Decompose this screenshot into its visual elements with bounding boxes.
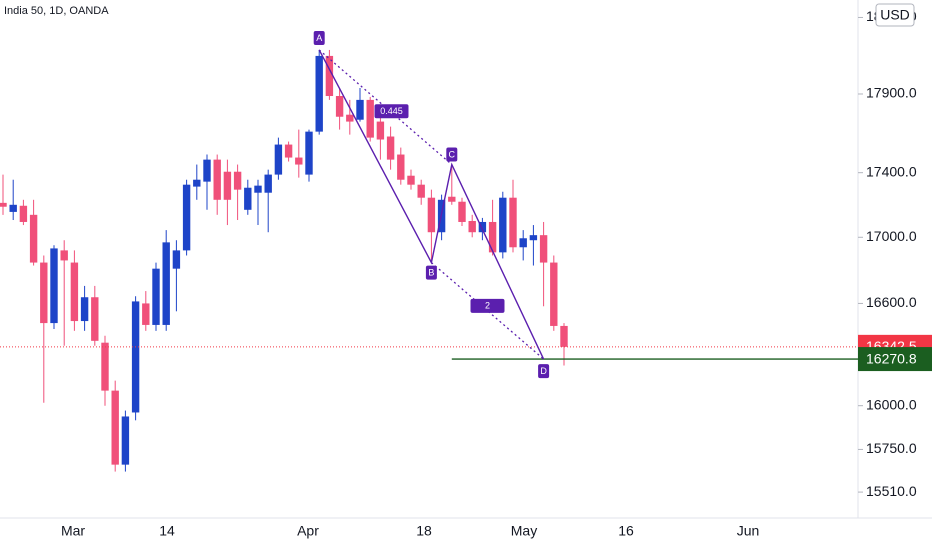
pattern-point-box (446, 147, 458, 162)
candle-body (101, 342, 109, 391)
pattern-ratio: 0.445 (380, 106, 403, 116)
candle-body (244, 187, 252, 210)
candle-body (40, 262, 48, 324)
candle-body (325, 55, 334, 97)
y-tick-label: 17400.0 (866, 163, 917, 179)
candle-body (346, 114, 354, 122)
candle-body (550, 262, 558, 326)
pattern-point: A (316, 33, 322, 43)
candle-body (111, 390, 119, 465)
candle-body (162, 242, 170, 325)
candle-body (233, 171, 242, 190)
x-tick-label: Apr (297, 523, 319, 539)
candle-body (50, 248, 58, 324)
pattern-point: D (540, 366, 547, 376)
price-label: 16270.8 (866, 350, 917, 366)
candle-body (519, 238, 527, 248)
price-label-box (858, 347, 932, 372)
candle-body (499, 197, 507, 253)
candle-body (9, 204, 17, 212)
candle-body (182, 184, 191, 251)
pattern-ratio-box (470, 298, 505, 313)
x-tick-label: May (511, 523, 537, 539)
candle-body (254, 185, 262, 193)
currency[interactable]: USD (880, 7, 910, 23)
candle-body (305, 131, 313, 175)
pattern-point: B (428, 267, 434, 277)
pattern-point-box (425, 265, 437, 280)
candle-body (193, 179, 201, 187)
candle-body (172, 250, 181, 269)
candle-body (284, 144, 293, 158)
candle-body (19, 205, 28, 222)
candle-body (335, 96, 344, 117)
pattern-ratio-line (318, 49, 453, 166)
y-tick-label: 16000.0 (866, 396, 917, 412)
pattern-ratio: 2 (485, 301, 490, 311)
pattern-legs (318, 49, 545, 360)
candle-body (213, 159, 221, 200)
candle-body (264, 174, 272, 193)
candle-body (274, 144, 283, 175)
candle-body (295, 157, 303, 165)
candle-body (427, 197, 436, 233)
x-tick-label: Mar (61, 523, 85, 539)
y-tick-label: 16600.0 (866, 294, 917, 310)
symbol-title: India 50, 1D, OANDA (4, 5, 109, 17)
candle-body (407, 175, 415, 185)
pattern-ratio-box (374, 104, 409, 119)
candle-body (539, 235, 548, 263)
x-tick-label: Jun (737, 523, 760, 539)
candle-body (0, 202, 7, 207)
y-tick-label: 17000.0 (866, 228, 917, 244)
candle-body (397, 154, 405, 180)
candle-body (152, 268, 160, 325)
candles (0, 49, 568, 472)
pattern-point-box (313, 30, 325, 45)
candle-body (70, 262, 79, 322)
candle-body (80, 297, 89, 322)
candle-body (488, 221, 497, 253)
candle-body (131, 301, 140, 413)
candle-body (529, 235, 538, 241)
candle-body (121, 416, 130, 465)
candle-body (356, 99, 364, 120)
candle-body (478, 221, 487, 233)
candle-body (366, 99, 374, 138)
candle-body (458, 201, 466, 222)
y-tick-label: 17900.0 (866, 85, 917, 101)
candle-body (468, 220, 476, 233)
currency-box[interactable] (875, 3, 915, 27)
candle-body (60, 250, 68, 261)
candle-body (448, 196, 456, 202)
candle-body (223, 171, 232, 200)
pattern-point-box (538, 364, 550, 379)
candle-body (29, 214, 38, 263)
candle-body (560, 325, 568, 347)
y-tick-label: 15750.0 (866, 440, 917, 456)
x-tick-label: 14 (159, 523, 175, 539)
candle-body (386, 136, 395, 160)
y-tick-label: 15510.0 (866, 483, 917, 499)
candle-body (417, 184, 425, 198)
x-tick-label: 18 (416, 523, 432, 539)
candle-body (142, 303, 150, 325)
pattern-point: C (449, 149, 456, 159)
candle-body (509, 197, 517, 248)
candle-body (91, 297, 99, 341)
x-tick-label: 16 (618, 523, 634, 539)
candle-body (376, 121, 385, 140)
candle-body (203, 159, 211, 182)
candle-body (315, 55, 323, 132)
